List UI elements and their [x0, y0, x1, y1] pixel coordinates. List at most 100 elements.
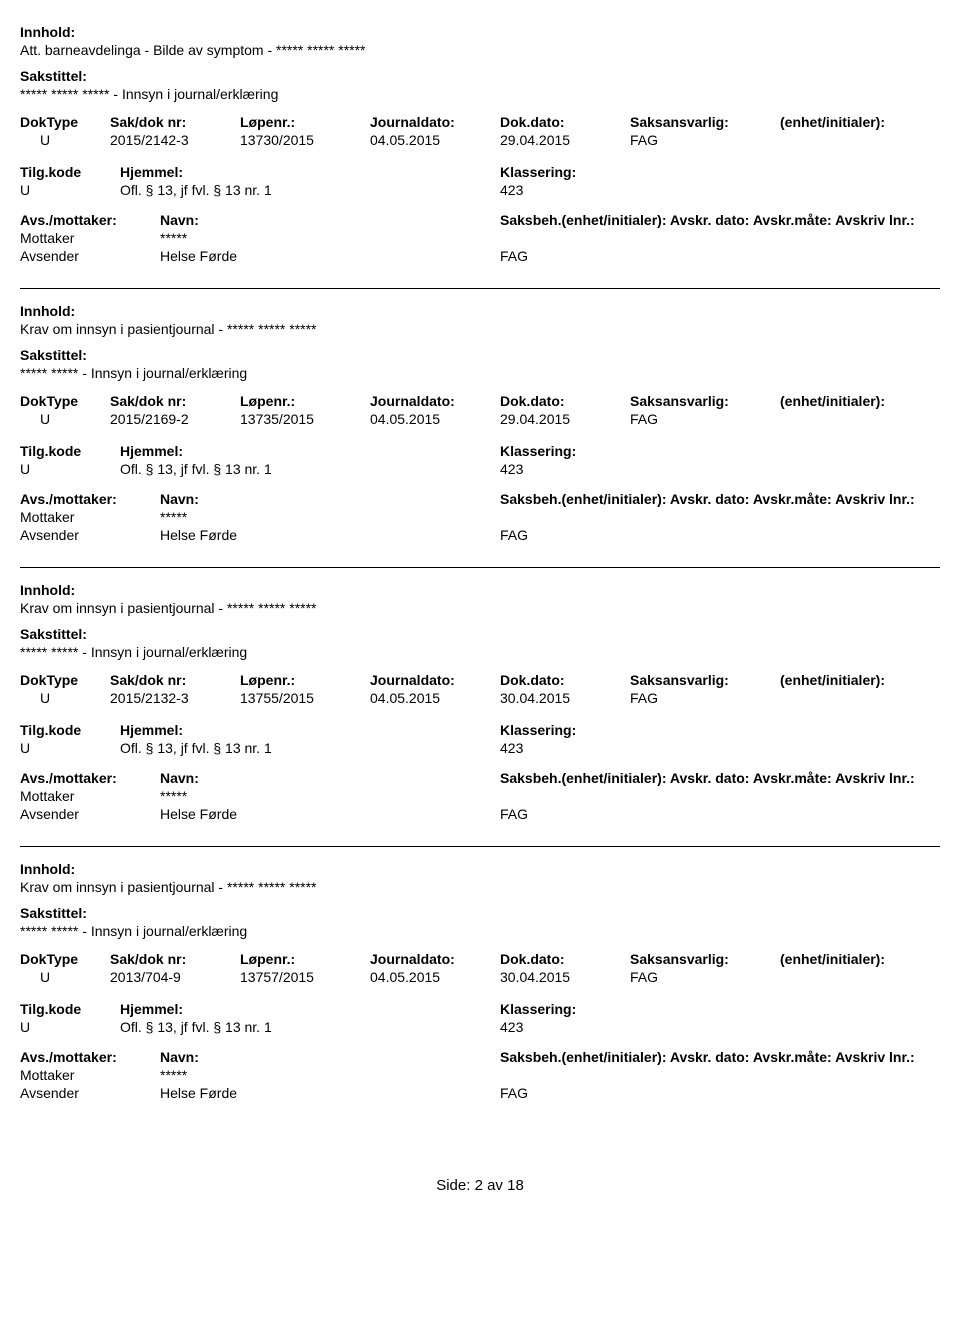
- sakdok-value: 2013/704-9: [110, 969, 240, 985]
- klassering-value: 423: [500, 740, 700, 756]
- klassering-value: 423: [500, 461, 700, 477]
- sakstittel-value: ***** ***** - Innsyn i journal/erklæring: [20, 644, 940, 660]
- meta-values: U 2013/704-9 13757/2015 04.05.2015 30.04…: [20, 969, 940, 985]
- tilgkode-value: U: [20, 740, 120, 756]
- tilgkode-header: Tilg.kode: [20, 722, 120, 738]
- hjemmel-header: Hjemmel:: [120, 722, 500, 738]
- meta-headers: DokType Sak/dok nr: Løpenr.: Journaldato…: [20, 393, 940, 409]
- avs-headers: Avs./mottaker: Navn: Saksbeh.(enhet/init…: [20, 491, 940, 507]
- mottaker-row: Mottaker *****: [20, 509, 940, 525]
- sakdok-header: Sak/dok nr:: [110, 672, 240, 688]
- sakdok-value: 2015/2132-3: [110, 690, 240, 706]
- lopenr-header: Løpenr.:: [240, 672, 370, 688]
- mottaker-navn: *****: [160, 509, 500, 525]
- navn-header: Navn:: [160, 212, 500, 228]
- doktype-value: U: [20, 969, 110, 985]
- mottaker-role: Mottaker: [20, 1067, 160, 1083]
- avsender-navn: Helse Førde: [160, 527, 500, 543]
- journal-entry: Innhold: Krav om innsyn i pasientjournal…: [20, 288, 940, 559]
- mottaker-navn: *****: [160, 788, 500, 804]
- tilg-headers: Tilg.kode Hjemmel: Klassering:: [20, 1001, 940, 1017]
- tilg-values: U Ofl. § 13, jf fvl. § 13 nr. 1 423: [20, 740, 940, 756]
- enhet-header: (enhet/initialer):: [780, 393, 930, 409]
- lopenr-header: Løpenr.:: [240, 393, 370, 409]
- doktype-header: DokType: [20, 672, 110, 688]
- mottaker-row: Mottaker *****: [20, 788, 940, 804]
- saksansvarlig-header: Saksansvarlig:: [630, 114, 780, 130]
- avsender-unit: FAG: [500, 527, 600, 543]
- mottaker-role: Mottaker: [20, 509, 160, 525]
- avsender-navn: Helse Førde: [160, 1085, 500, 1101]
- innhold-value: Att. barneavdelinga - Bilde av symptom -…: [20, 42, 940, 58]
- sakdok-header: Sak/dok nr:: [110, 393, 240, 409]
- doktype-value: U: [20, 132, 110, 148]
- klassering-header: Klassering:: [500, 1001, 700, 1017]
- doktype-header: DokType: [20, 393, 110, 409]
- page-footer: Side: 2 av 18: [20, 1177, 940, 1194]
- journaldato-value: 04.05.2015: [370, 690, 500, 706]
- saksansvarlig-value: FAG: [630, 411, 780, 427]
- tilgkode-value: U: [20, 182, 120, 198]
- dokdato-header: Dok.dato:: [500, 951, 630, 967]
- navn-header: Navn:: [160, 1049, 500, 1065]
- klassering-value: 423: [500, 182, 700, 198]
- saksansvarlig-header: Saksansvarlig:: [630, 672, 780, 688]
- journaldato-value: 04.05.2015: [370, 411, 500, 427]
- innhold-label: Innhold:: [20, 24, 940, 40]
- innhold-label: Innhold:: [20, 582, 940, 598]
- saksbeh-header: Saksbeh.(enhet/initialer): Avskr. dato: …: [500, 1049, 940, 1065]
- tilg-headers: Tilg.kode Hjemmel: Klassering:: [20, 443, 940, 459]
- avsmottaker-header: Avs./mottaker:: [20, 212, 160, 228]
- meta-values: U 2015/2169-2 13735/2015 04.05.2015 29.0…: [20, 411, 940, 427]
- journaldato-header: Journaldato:: [370, 951, 500, 967]
- meta-headers: DokType Sak/dok nr: Løpenr.: Journaldato…: [20, 951, 940, 967]
- avsender-role: Avsender: [20, 527, 160, 543]
- sakstittel-label: Sakstittel:: [20, 68, 940, 84]
- meta-headers: DokType Sak/dok nr: Løpenr.: Journaldato…: [20, 114, 940, 130]
- saksbeh-header: Saksbeh.(enhet/initialer): Avskr. dato: …: [500, 770, 940, 786]
- avsender-row: Avsender Helse Førde FAG: [20, 1085, 940, 1101]
- avsender-row: Avsender Helse Førde FAG: [20, 806, 940, 822]
- hjemmel-value: Ofl. § 13, jf fvl. § 13 nr. 1: [120, 1019, 500, 1035]
- meta-headers: DokType Sak/dok nr: Løpenr.: Journaldato…: [20, 672, 940, 688]
- hjemmel-header: Hjemmel:: [120, 164, 500, 180]
- journaldato-header: Journaldato:: [370, 114, 500, 130]
- dokdato-header: Dok.dato:: [500, 114, 630, 130]
- lopenr-value: 13757/2015: [240, 969, 370, 985]
- avsender-unit: FAG: [500, 806, 600, 822]
- klassering-header: Klassering:: [500, 443, 700, 459]
- avs-headers: Avs./mottaker: Navn: Saksbeh.(enhet/init…: [20, 1049, 940, 1065]
- dokdato-value: 30.04.2015: [500, 969, 630, 985]
- avsender-role: Avsender: [20, 806, 160, 822]
- mottaker-row: Mottaker *****: [20, 230, 940, 246]
- innhold-value: Krav om innsyn i pasientjournal - ***** …: [20, 321, 940, 337]
- klassering-header: Klassering:: [500, 722, 700, 738]
- meta-values: U 2015/2142-3 13730/2015 04.05.2015 29.0…: [20, 132, 940, 148]
- hjemmel-value: Ofl. § 13, jf fvl. § 13 nr. 1: [120, 740, 500, 756]
- tilgkode-header: Tilg.kode: [20, 1001, 120, 1017]
- lopenr-header: Løpenr.:: [240, 114, 370, 130]
- entries-container: Innhold: Att. barneavdelinga - Bilde av …: [20, 10, 940, 1117]
- avsmottaker-header: Avs./mottaker:: [20, 1049, 160, 1065]
- hjemmel-value: Ofl. § 13, jf fvl. § 13 nr. 1: [120, 461, 500, 477]
- avsender-unit: FAG: [500, 1085, 600, 1101]
- tilg-headers: Tilg.kode Hjemmel: Klassering:: [20, 722, 940, 738]
- saksansvarlig-header: Saksansvarlig:: [630, 951, 780, 967]
- klassering-value: 423: [500, 1019, 700, 1035]
- tilg-values: U Ofl. § 13, jf fvl. § 13 nr. 1 423: [20, 461, 940, 477]
- sakdok-value: 2015/2142-3: [110, 132, 240, 148]
- meta-values: U 2015/2132-3 13755/2015 04.05.2015 30.0…: [20, 690, 940, 706]
- sakstittel-value: ***** ***** - Innsyn i journal/erklæring: [20, 923, 940, 939]
- avsender-role: Avsender: [20, 248, 160, 264]
- hjemmel-header: Hjemmel:: [120, 1001, 500, 1017]
- tilgkode-header: Tilg.kode: [20, 443, 120, 459]
- sakstittel-label: Sakstittel:: [20, 905, 940, 921]
- saksansvarlig-value: FAG: [630, 132, 780, 148]
- innhold-label: Innhold:: [20, 861, 940, 877]
- doktype-header: DokType: [20, 114, 110, 130]
- avs-headers: Avs./mottaker: Navn: Saksbeh.(enhet/init…: [20, 770, 940, 786]
- sakdok-value: 2015/2169-2: [110, 411, 240, 427]
- lopenr-value: 13755/2015: [240, 690, 370, 706]
- avsmottaker-header: Avs./mottaker:: [20, 491, 160, 507]
- doktype-value: U: [20, 411, 110, 427]
